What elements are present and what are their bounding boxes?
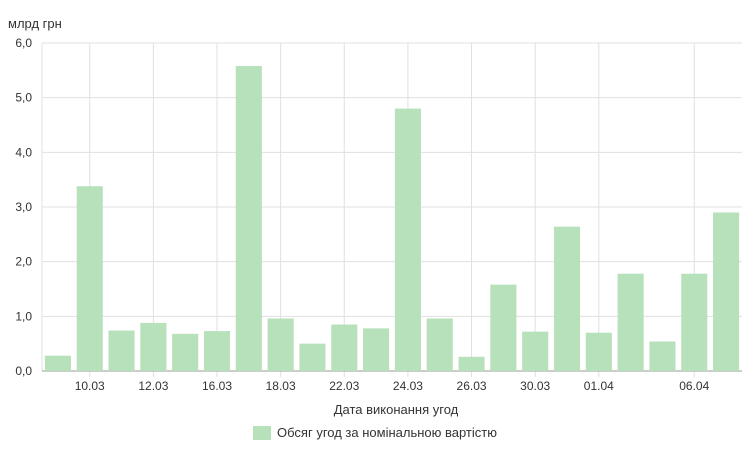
y-tick-label: 4,0 [15,145,32,159]
bars [44,65,740,372]
x-tick-label: 18.03 [266,379,296,393]
bar[interactable] [235,65,262,372]
bar[interactable] [681,273,708,371]
bar[interactable] [76,186,103,371]
bar[interactable] [331,324,358,371]
bar[interactable] [267,318,294,371]
bar[interactable] [713,212,740,371]
x-ticks: 10.03 12.03 16.03 18.03 22.03 24.03 26.03 30.03… [75,379,710,393]
y-axis-label: млрд грн [8,16,62,31]
x-tick-label: 01.04 [584,379,614,393]
x-tick-label: 06.04 [679,379,709,393]
x-tick-label: 10.03 [75,379,105,393]
bar[interactable] [140,322,167,371]
bar[interactable] [172,333,199,371]
bar[interactable] [522,331,549,371]
legend-swatch [253,425,272,440]
x-tick-label: 24.03 [393,379,423,393]
y-ticks: 0,0 1,0 2,0 3,0 4,0 5,0 6,0 [15,36,32,378]
bar[interactable] [585,332,612,371]
x-axis-label: Дата виконання угод [334,402,459,417]
x-tick-label: 22.03 [329,379,359,393]
bar[interactable] [649,341,676,371]
x-tick-label: 16.03 [202,379,232,393]
bar[interactable] [553,226,581,371]
y-tick-label: 0,0 [15,364,32,378]
legend-label: Обсяг угод за номінальною вартістю [277,425,497,441]
bar[interactable] [299,343,326,371]
bar[interactable] [490,284,517,371]
bar[interactable] [426,318,453,371]
y-tick-label: 3,0 [15,200,32,214]
bar[interactable] [394,108,421,371]
bar[interactable] [108,330,135,371]
y-tick-label: 6,0 [15,36,32,50]
bar[interactable] [44,355,71,371]
x-tick-label: 12.03 [138,379,168,393]
legend[interactable]: Обсяг угод за номінальною вартістю [0,424,750,440]
y-tick-label: 2,0 [15,255,32,269]
y-tick-label: 5,0 [15,91,32,105]
bar[interactable] [617,273,644,371]
y-tick-label: 1,0 [15,309,32,323]
x-tick-label: 26.03 [457,379,487,393]
bar[interactable] [203,331,231,371]
x-tick-label: 30.03 [520,379,550,393]
bar[interactable] [458,356,485,371]
bar[interactable] [363,328,390,371]
